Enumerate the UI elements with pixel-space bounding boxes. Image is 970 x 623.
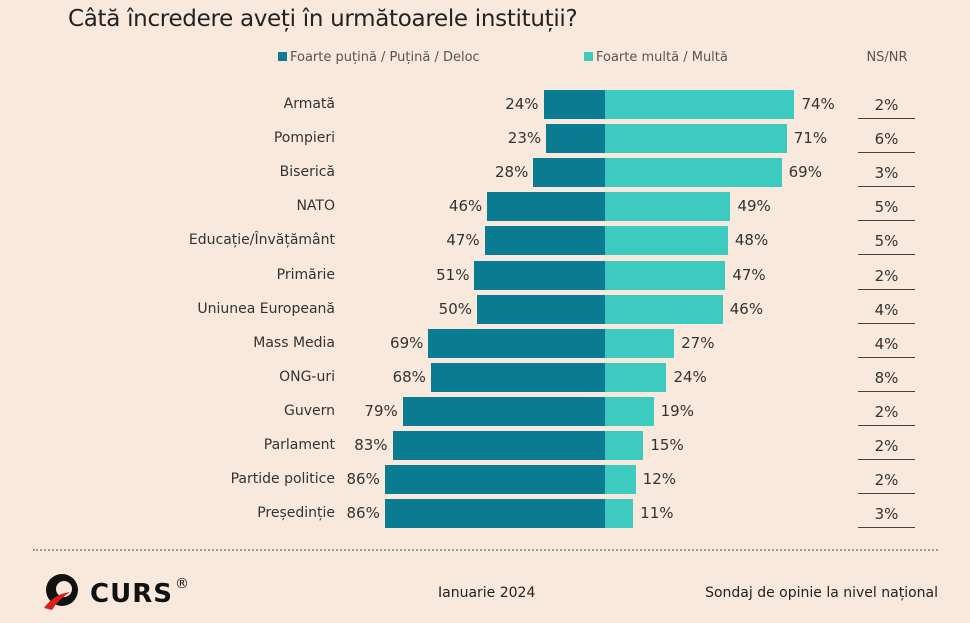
bar-high-trust [605, 192, 731, 222]
nsnr-value: 2% [858, 267, 915, 290]
category-label: Armată [283, 96, 335, 112]
category-label: NATO [296, 198, 335, 215]
value-label-low-trust: 50% [438, 299, 472, 318]
nsnr-value: 6% [858, 130, 915, 154]
divider [33, 549, 938, 551]
value-label-low-trust: 51% [436, 265, 470, 284]
value-label-low-trust: 46% [448, 197, 483, 216]
nsnr-value: 3% [858, 505, 915, 529]
legend-label: Foarte puțină / Puțină / Deloc [290, 50, 480, 65]
bar-high-trust [605, 294, 723, 324]
nsnr-header: NS/NR [866, 50, 908, 65]
bar-low-trust [402, 396, 605, 426]
survey-note: Sondaj de opinie la nivel național [705, 585, 938, 601]
category-label: Uniunea Europeană [197, 300, 335, 317]
category-label: Parlament [263, 437, 335, 453]
value-label-low-trust: 79% [364, 401, 398, 420]
value-label-low-trust: 86% [346, 504, 380, 523]
legend-swatch [278, 52, 287, 61]
value-label-high-trust: 69% [788, 163, 822, 182]
bar-low-trust [474, 260, 605, 290]
category-label: Pompieri [273, 130, 335, 147]
bar-low-trust [487, 192, 605, 222]
bar-low-trust [392, 431, 605, 460]
value-label-low-trust: 86% [346, 470, 380, 489]
value-label-high-trust: 19% [660, 401, 694, 420]
value-label-low-trust: 24% [505, 95, 539, 113]
value-label-high-trust: 46% [729, 299, 764, 318]
value-label-high-trust: 48% [734, 231, 769, 250]
category-label: Primărie [276, 266, 335, 283]
bar-low-trust [477, 294, 605, 324]
value-label-low-trust: 69% [390, 333, 424, 352]
bar-high-trust [605, 465, 636, 495]
bar-high-trust [605, 499, 634, 529]
bar-high-trust [605, 328, 675, 358]
bar-low-trust [428, 328, 605, 358]
bar-low-trust [543, 90, 605, 119]
legend-label: Foarte multă / Multă [596, 50, 728, 65]
value-label-high-trust: 71% [793, 129, 828, 148]
chart: Armată 24% 74% 2% Pompieri 23% 71% 6% Biserică 28… [188, 90, 915, 529]
category-label: Partide politice [230, 471, 335, 488]
value-label-low-trust: 68% [392, 367, 426, 386]
nsnr-value: 5% [858, 232, 915, 256]
bar-low-trust [484, 226, 605, 256]
nsnr-value: 2% [858, 403, 915, 426]
chart-title: Câtă încredere aveți în următoarele inst… [68, 6, 578, 32]
bar-high-trust [605, 396, 654, 426]
category-label: ONG-uri [279, 368, 335, 385]
nsnr-value: 4% [858, 301, 915, 324]
bar-low-trust [546, 124, 605, 154]
bar-low-trust [384, 499, 605, 529]
category-label: Președinție [257, 505, 335, 522]
value-label-low-trust: 23% [507, 129, 542, 148]
nsnr-value: 3% [858, 164, 915, 188]
value-label-high-trust: 47% [732, 265, 766, 284]
legend-item-low-trust: Foarte puțină / Puțină / Deloc [278, 50, 480, 65]
nsnr-value: 2% [858, 96, 915, 119]
value-label-high-trust: 12% [642, 470, 677, 489]
category-label: Guvern [283, 402, 335, 419]
value-label-high-trust: 11% [640, 504, 674, 523]
logo-text: CURS ® [90, 575, 190, 609]
bar-high-trust [605, 158, 782, 188]
legend-swatch [584, 52, 593, 61]
nsnr-value: 2% [858, 471, 915, 495]
value-label-high-trust: 24% [673, 367, 707, 386]
value-label-high-trust: 49% [737, 197, 771, 216]
bar-high-trust [605, 90, 795, 119]
bar-high-trust [605, 124, 787, 154]
value-label-low-trust: 83% [354, 436, 388, 454]
curs-logo-icon [44, 574, 78, 610]
survey-date: Ianuarie 2024 [438, 585, 536, 601]
nsnr-value: 8% [858, 369, 915, 392]
value-label-high-trust: 27% [681, 333, 715, 352]
bar-high-trust [605, 260, 726, 290]
value-label-low-trust: 28% [494, 163, 529, 182]
category-label: Educație/Învățământ [188, 232, 335, 249]
value-label-low-trust: 47% [446, 231, 480, 250]
nsnr-value: 4% [858, 335, 915, 358]
value-label-high-trust: 15% [650, 436, 684, 454]
curs-logo: CURS ® [40, 572, 190, 612]
legend-item-high-trust: Foarte multă / Multă [584, 50, 728, 65]
category-label: Mass Media [253, 334, 335, 351]
bar-low-trust [533, 158, 605, 188]
category-label: Biserică [279, 164, 335, 181]
nsnr-value: 2% [858, 437, 915, 460]
value-label-high-trust: 74% [801, 95, 835, 113]
bar-high-trust [605, 226, 728, 256]
bar-low-trust [384, 465, 605, 495]
bar-low-trust [430, 362, 605, 392]
nsnr-value: 5% [858, 198, 915, 222]
bar-high-trust [605, 362, 667, 392]
bar-high-trust [605, 431, 644, 460]
